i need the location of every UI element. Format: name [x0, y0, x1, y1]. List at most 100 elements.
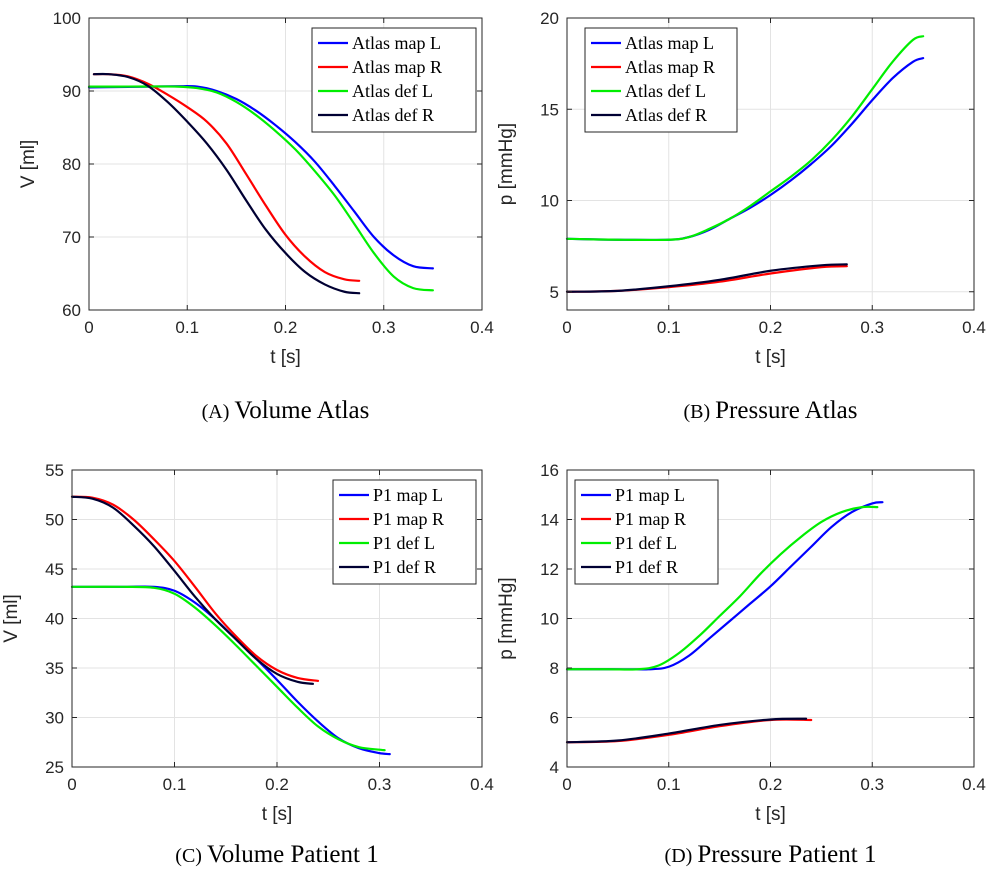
x-tick-label: 0.2 [759, 775, 783, 794]
x-axis-label: t [s] [262, 804, 293, 825]
chart-panel-1: 0 0.1 0.2 0.3 0.4 5 10 15 20 t [s] p [mmHg] Atlas m… [496, 9, 986, 424]
x-tick-label: 0 [67, 775, 76, 794]
legend-entry: P1 map L [373, 485, 443, 505]
x-tick-label: 0.1 [163, 775, 187, 794]
series-line-p1-def-r [70, 495, 314, 685]
legend-entry: Atlas def L [625, 81, 706, 101]
legend-entry: P1 map L [615, 485, 685, 505]
y-tick-label: 60 [62, 301, 81, 320]
chart-panel-3: 0 0.1 0.2 0.3 0.4 4 6 8 10 12 14 16 t [s] p [mmHg] P1 … [496, 461, 986, 868]
legend-entry: P1 map R [373, 509, 444, 529]
legend-entry: Atlas map L [352, 33, 441, 53]
caption-text: Pressure Atlas [715, 397, 857, 424]
x-tick-label: 0.2 [759, 318, 783, 337]
legend-entry: Atlas map R [625, 57, 715, 77]
y-tick-label: 25 [45, 758, 64, 777]
x-tick-label: 0.3 [372, 318, 396, 337]
y-tick-label: 35 [45, 659, 64, 678]
y-tick-label: 90 [62, 82, 81, 101]
legend: Atlas map L Atlas map R Atlas def L Atlas d… [311, 27, 477, 133]
y-tick-label: 16 [540, 461, 559, 480]
panel-caption: (B) Pressure Atlas [683, 397, 857, 424]
x-axis-label: t [s] [270, 347, 301, 368]
x-tick-label: 0.4 [962, 775, 986, 794]
series-line-p1-def-l [70, 585, 386, 752]
legend-entry: Atlas map L [625, 33, 714, 53]
legend: P1 map L P1 map R P1 def L P1 def R [574, 479, 719, 585]
y-tick-label: 6 [550, 709, 559, 728]
x-tick-label: 0.4 [470, 318, 494, 337]
y-tick-label: 8 [550, 659, 559, 678]
x-axis-label: t [s] [755, 804, 786, 825]
x-axis-label: t [s] [755, 347, 786, 368]
y-axis-label: V [ml] [18, 140, 39, 189]
x-tick-label: 0.1 [657, 318, 681, 337]
y-tick-label: 14 [540, 511, 559, 530]
series-line-p1-def-r [565, 717, 808, 744]
caption-label: (D) [665, 845, 698, 867]
y-tick-label: 10 [540, 610, 559, 629]
legend-entry: P1 def L [615, 533, 677, 553]
y-tick-label: 50 [45, 511, 64, 530]
y-tick-label: 30 [45, 709, 64, 728]
legend: Atlas map L Atlas map R Atlas def L Atlas d… [584, 27, 738, 133]
y-tick-label: 4 [550, 758, 559, 777]
x-tick-label: 0.4 [962, 318, 986, 337]
caption-label: (A) [202, 401, 235, 423]
x-tick-label: 0.1 [657, 775, 681, 794]
x-tick-label: 0 [84, 318, 93, 337]
y-axis-label: p [mmHg] [496, 577, 517, 659]
caption-text: Volume Atlas [234, 397, 369, 424]
chart-panel-2: 0 0.1 0.2 0.3 0.4 25 30 35 40 45 50 55 t [s] V [ml] P1… [1, 461, 494, 868]
y-tick-label: 20 [540, 9, 559, 28]
x-tick-label: 0.1 [175, 318, 199, 337]
caption-label: (C) [175, 845, 207, 867]
y-tick-label: 15 [540, 100, 559, 119]
panel-caption: (D) Pressure Patient 1 [665, 841, 877, 868]
y-tick-label: 12 [540, 560, 559, 579]
caption-text: Pressure Patient 1 [697, 841, 876, 868]
y-axis-label: V [ml] [1, 594, 22, 643]
legend-entry: P1 map R [615, 509, 686, 529]
legend-entry: P1 def L [373, 533, 435, 553]
legend-entry: P1 def R [615, 557, 678, 577]
series-line-p1-map-l [70, 585, 391, 756]
x-tick-label: 0.3 [860, 318, 884, 337]
panel-caption: (C) Volume Patient 1 [175, 841, 378, 868]
series-line-atlas-def-r [92, 72, 361, 295]
y-tick-label: 5 [550, 283, 559, 302]
legend-entry: Atlas def R [625, 105, 707, 125]
series-line-atlas-def-l [565, 35, 925, 242]
legend: P1 map L P1 map R P1 def L P1 def R [332, 479, 477, 585]
y-tick-label: 55 [45, 461, 64, 480]
y-tick-label: 10 [540, 192, 559, 211]
y-tick-label: 100 [53, 9, 81, 28]
y-tick-label: 45 [45, 560, 64, 579]
chart-panel-0: 0 0.1 0.2 0.3 0.4 60 70 80 90 100 t [s] V [ml] Atlas… [18, 9, 494, 424]
series-line-atlas-map-r [565, 265, 848, 293]
series-line-p1-map-r [70, 495, 320, 682]
y-tick-label: 40 [45, 610, 64, 629]
x-tick-label: 0 [562, 318, 571, 337]
y-tick-label: 70 [62, 228, 81, 247]
series-line-atlas-def-r [565, 263, 848, 293]
legend-entry: Atlas def L [352, 81, 433, 101]
series-line-p1-map-l [565, 501, 884, 671]
series-line-p1-def-l [565, 505, 879, 671]
x-tick-label: 0.3 [860, 775, 884, 794]
caption-label: (B) [683, 401, 715, 423]
legend-entry: P1 def R [373, 557, 436, 577]
x-tick-label: 0.4 [470, 775, 494, 794]
y-tick-label: 80 [62, 155, 81, 174]
x-tick-label: 0.2 [274, 318, 298, 337]
legend-entry: Atlas map R [352, 57, 442, 77]
x-tick-label: 0 [562, 775, 571, 794]
x-tick-label: 0.3 [368, 775, 392, 794]
caption-text: Volume Patient 1 [207, 841, 379, 868]
series-line-atlas-def-l [87, 85, 434, 292]
panel-caption: (A) Volume Atlas [202, 397, 370, 424]
legend-entry: Atlas def R [352, 105, 434, 125]
x-tick-label: 0.2 [265, 775, 289, 794]
y-axis-label: p [mmHg] [496, 123, 517, 205]
